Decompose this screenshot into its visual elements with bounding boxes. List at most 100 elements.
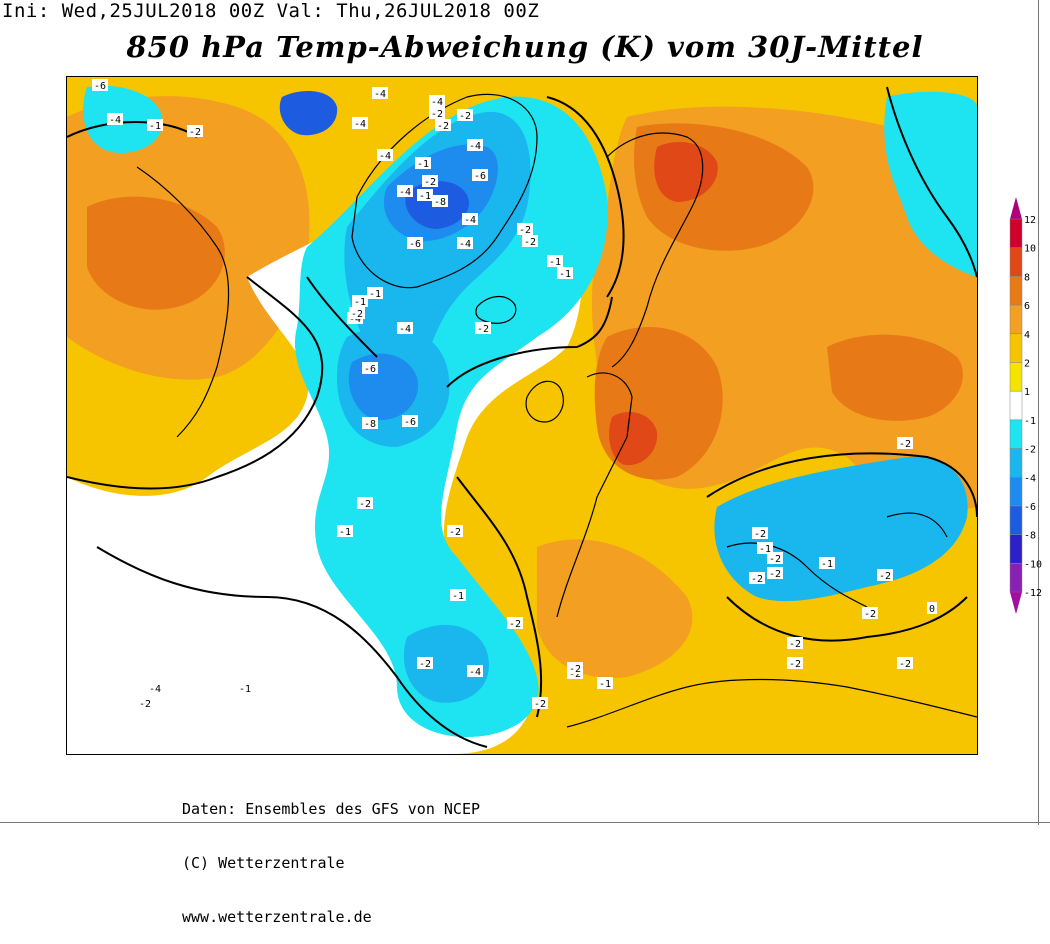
anomaly-region-plus8-netherlands	[609, 412, 658, 466]
legend-top-arrow	[1010, 197, 1022, 219]
contour-label: -6	[402, 415, 418, 428]
contour-label: -2	[787, 657, 803, 670]
contour-label-box	[402, 415, 418, 427]
contour-label-text: -1	[559, 269, 571, 280]
contour-label-box	[517, 223, 533, 235]
contour-label-box	[767, 567, 783, 579]
contour-label: -2	[749, 572, 765, 585]
legend-swatch	[1009, 477, 1023, 507]
contour-label: -1	[337, 525, 353, 538]
colour-scale-svg: 12 10 8 6 4 2 1 -1 -2 -4 -6 -8 -10 -12	[1009, 197, 1042, 615]
contour-label-text: -2	[569, 669, 581, 680]
contour-label-box	[357, 497, 373, 509]
contour-label-box	[897, 657, 913, 669]
contour-label-text: -4	[399, 187, 411, 198]
contour-label-box	[457, 237, 473, 249]
anomaly-region-minus4-mediterranean	[714, 456, 968, 602]
contour-label: -2	[435, 119, 451, 132]
contour-label-box	[397, 185, 413, 197]
contour-label-box	[367, 287, 383, 299]
contour-label: -1	[597, 677, 613, 690]
contour-label: -8	[362, 417, 378, 430]
legend-level-label: 6	[1024, 301, 1030, 312]
contour-label-text: -2	[351, 309, 363, 320]
legend-swatch	[1009, 304, 1023, 335]
contour-label: -2	[752, 527, 768, 540]
contour-label: -2	[532, 697, 548, 710]
contour-label-box	[547, 255, 563, 267]
contour-label-text: -2	[899, 659, 911, 670]
contour-label-text: -2	[769, 554, 781, 565]
contour-label-box	[472, 169, 488, 181]
legend-level-label: 8	[1024, 272, 1030, 283]
contour-label-box	[237, 682, 253, 694]
contour-label: -6	[472, 169, 488, 182]
legend-level-label: -8	[1024, 531, 1036, 542]
legend-level-label: 4	[1024, 330, 1030, 341]
legend-swatch	[1009, 534, 1023, 564]
zero-contour-north	[546, 86, 977, 298]
image-edge-line	[1038, 0, 1039, 825]
contour-label: -1	[237, 682, 253, 695]
contour-label: -2	[187, 125, 203, 138]
contour-label-box	[429, 95, 445, 107]
contour-label: -6	[92, 79, 108, 92]
contour-label-box	[567, 662, 583, 674]
contour-label: 0	[927, 602, 937, 615]
contour-label-box	[757, 542, 773, 554]
contour-label-text: -1	[549, 257, 561, 268]
zero-contour-atlantic	[306, 276, 613, 718]
footer-website-link[interactable]: www.wetterzentrale.de	[182, 908, 372, 926]
contour-label-text: -4	[374, 89, 386, 100]
legend-level-label: 10	[1024, 244, 1036, 255]
anomaly-region-minus2-arctic-east	[884, 91, 977, 277]
contour-label: -1	[147, 119, 163, 132]
contour-label-text: -2	[789, 659, 801, 670]
legend-level-label: -2	[1024, 445, 1036, 456]
map-title: 850 hPa Temp-Abweichung (K) vom 30J-Mitt…	[126, 30, 924, 64]
contour-label-box	[522, 235, 538, 247]
contour-label-box	[417, 657, 433, 669]
contour-label-box	[462, 213, 478, 225]
legend-level-label: 1	[1024, 387, 1030, 398]
contour-label-text: -6	[94, 81, 106, 92]
contour-label-box	[137, 697, 153, 709]
contour-label-box	[787, 657, 803, 669]
contour-label: -2	[429, 107, 445, 120]
contour-label: -8	[432, 195, 448, 208]
contour-label: -2	[767, 552, 783, 565]
contour-label-box	[92, 79, 108, 91]
contour-label: -4	[467, 665, 483, 678]
contour-label-text: -2	[437, 121, 449, 132]
legend-swatch	[1009, 276, 1023, 306]
contour-label-text: -2	[419, 659, 431, 670]
contour-label-box	[862, 607, 878, 619]
contour-label: -1	[819, 557, 835, 570]
contour-label-box	[447, 525, 463, 537]
contour-label-text: -2	[189, 127, 201, 138]
contour-label-box	[450, 589, 466, 601]
contour-label-box	[597, 677, 613, 689]
contour-label-box	[107, 113, 123, 125]
contour-label-text: -2	[534, 699, 546, 710]
image-bottom-line	[0, 822, 1050, 823]
contour-label-text: -1	[417, 159, 429, 170]
legend-bottom-arrow	[1010, 592, 1022, 615]
contour-label-text: -2	[569, 664, 581, 675]
run-info: Ini: Wed,25JUL2018 00Z Val: Thu,26JUL201…	[2, 0, 540, 22]
contour-label-text: -1	[369, 289, 381, 300]
contour-label-box	[749, 572, 765, 584]
contour-label-text: -2	[509, 619, 521, 630]
contour-label-box	[752, 527, 768, 539]
contour-label: -2	[517, 223, 533, 236]
contour-label-box	[507, 617, 523, 629]
legend-level-label: 12	[1024, 215, 1036, 226]
contour-label-text: -2	[899, 439, 911, 450]
contour-label: -1	[757, 542, 773, 555]
contour-label: -6	[362, 362, 378, 375]
contour-label-box	[352, 117, 368, 129]
contour-label-text: -4	[464, 215, 476, 226]
contour-label-text: -6	[409, 239, 421, 250]
contour-label: -1	[367, 287, 383, 300]
contour-label: -2	[567, 662, 583, 675]
